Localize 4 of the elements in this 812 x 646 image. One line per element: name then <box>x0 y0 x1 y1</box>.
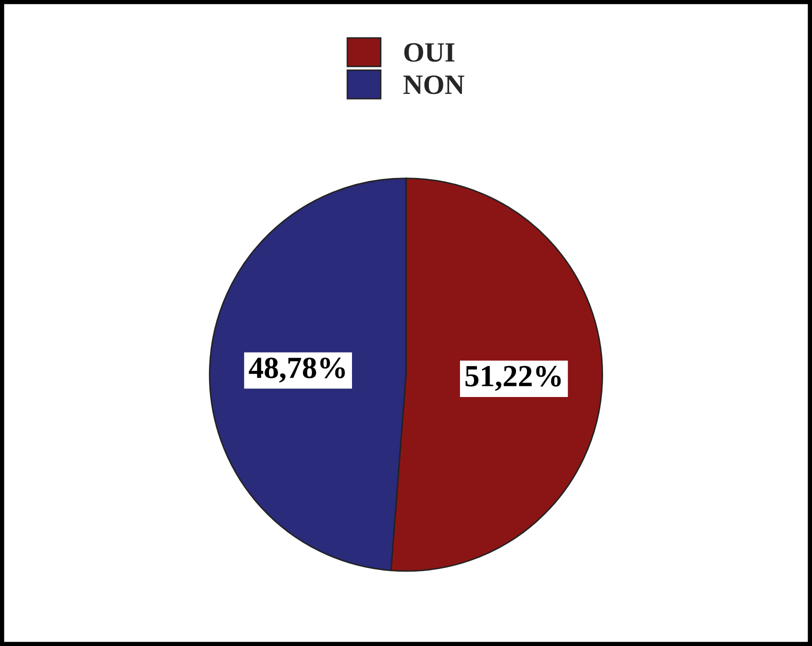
legend-label: OUI <box>404 43 454 62</box>
legend-label: NON <box>403 75 464 94</box>
data-label: 51,22% <box>466 366 561 391</box>
data-label: 48,78% <box>248 358 345 383</box>
